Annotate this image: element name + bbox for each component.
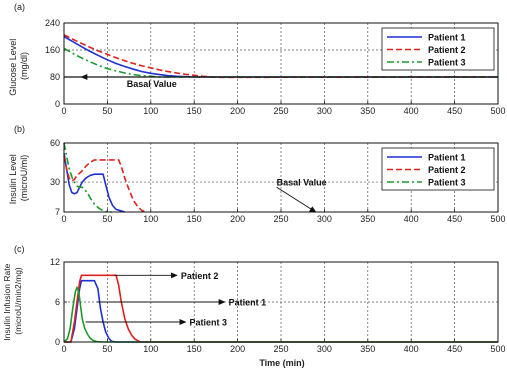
x-tick-label: 50 — [102, 214, 112, 224]
x-tick-label: 150 — [187, 106, 202, 116]
y-tick-label: 240 — [45, 18, 60, 28]
x-tick-label: 500 — [490, 214, 505, 224]
series-line-patient-2 — [63, 155, 147, 213]
y-axis-label: Glucose Level (mg/dl) — [8, 36, 29, 96]
x-tick-label: 0 — [61, 344, 66, 354]
y-tick-label: 60 — [50, 138, 60, 148]
x-tick-label: 0 — [61, 214, 66, 224]
x-tick-label: 200 — [230, 344, 245, 354]
panel-label: (c) — [14, 244, 25, 254]
annotation-label: Basal Value — [277, 177, 327, 187]
annotation-label: Basal Value — [127, 79, 177, 89]
x-tick-label: 500 — [490, 344, 505, 354]
y-axis-label: Insulin Infusion Rate (microU/min2/mg) — [2, 261, 23, 340]
x-tick-label: 200 — [230, 214, 245, 224]
x-tick-label: 100 — [143, 214, 158, 224]
series-line-patient-1 — [64, 279, 498, 343]
y-tick-label: 6 — [55, 297, 60, 307]
x-tick-label: 450 — [447, 106, 462, 116]
legend-entry: Patient 3 — [428, 178, 466, 188]
x-tick-label: 350 — [360, 214, 375, 224]
x-tick-label: 100 — [143, 106, 158, 116]
legend-entry: Patient 2 — [428, 45, 466, 55]
series-line-patient-3 — [63, 47, 498, 78]
legend-entry: Patient 3 — [428, 58, 466, 68]
x-tick-label: 450 — [447, 214, 462, 224]
x-tick-label: 300 — [317, 214, 332, 224]
x-tick-label: 450 — [447, 344, 462, 354]
insulin-level-panel: (b) Insulin Level (microU/ml) 0 50 100 150 2… — [8, 124, 506, 224]
x-tick-label: 50 — [102, 106, 112, 116]
y-axis-label-line2: (microU/ml) — [19, 155, 29, 202]
series-line-patient-3 — [63, 286, 498, 343]
legend: Patient 1 Patient 2 Patient 3 — [381, 147, 495, 191]
panel-label: (a) — [14, 2, 25, 12]
annotation-label: Patient 2 — [181, 271, 219, 281]
x-tick-label: 150 — [187, 344, 202, 354]
x-tick-label: 150 — [187, 214, 202, 224]
x-tick-label: 200 — [230, 106, 245, 116]
panel-label: (b) — [14, 124, 25, 134]
x-tick-label: 400 — [404, 214, 419, 224]
x-tick-label: 100 — [143, 344, 158, 354]
x-tick-label: 50 — [102, 344, 112, 354]
series-line-patient-2 — [64, 274, 498, 343]
series-line-patient-2 — [63, 34, 499, 79]
x-tick-label: 500 — [490, 106, 505, 116]
y-tick-label: 30 — [50, 177, 60, 187]
y-axis-label-line1: Insulin Level — [8, 154, 18, 204]
y-tick-label: 0 — [55, 99, 60, 109]
x-tick-label: 250 — [273, 344, 288, 354]
x-tick-label: 400 — [404, 106, 419, 116]
annotation-label: Patient 3 — [190, 318, 228, 328]
y-tick-label: 80 — [50, 72, 60, 82]
plot-frame — [63, 142, 499, 213]
series-line-patient-3 — [63, 142, 112, 213]
y-axis-label-line1: Insulin Infusion Rate — [2, 263, 12, 340]
plot-frame — [63, 22, 499, 105]
annotation-label: Patient 1 — [229, 298, 267, 308]
y-tick-label: 7 — [55, 207, 60, 217]
x-tick-label: 250 — [273, 214, 288, 224]
legend-entry: Patient 1 — [428, 33, 466, 43]
insulin-infusion-panel: (c) Insulin Infusion Rate (microU/min2/m… — [2, 244, 506, 368]
glucose-panel: (a) Glucose Level (mg/dl) 0 50 100 150 200 25… — [8, 2, 506, 116]
x-tick-label: 350 — [360, 106, 375, 116]
y-axis-label-line2: (mg/dl) — [19, 52, 29, 80]
x-tick-label: 300 — [317, 344, 332, 354]
x-tick-label: 250 — [273, 106, 288, 116]
x-tick-label: 300 — [317, 106, 332, 116]
annotation-arrow — [276, 186, 317, 213]
x-tick-label: 0 — [61, 106, 66, 116]
series-line-patient-1 — [63, 153, 126, 213]
x-axis-label: Time (min) — [259, 358, 304, 368]
x-tick-label: 350 — [360, 344, 375, 354]
y-axis-label: Insulin Level (microU/ml) — [8, 152, 29, 205]
y-axis-label-line2: (microU/min2/mg) — [13, 267, 23, 335]
y-tick-label: 160 — [45, 45, 60, 55]
plot-frame — [63, 261, 499, 343]
y-tick-label: 0 — [55, 337, 60, 347]
legend: Patient 1 Patient 2 Patient 3 — [381, 27, 495, 71]
y-axis-label-line1: Glucose Level — [8, 39, 18, 96]
x-tick-label: 400 — [404, 344, 419, 354]
y-tick-label: 12 — [50, 257, 60, 267]
legend-entry: Patient 1 — [428, 153, 466, 163]
legend-entry: Patient 2 — [428, 165, 466, 175]
